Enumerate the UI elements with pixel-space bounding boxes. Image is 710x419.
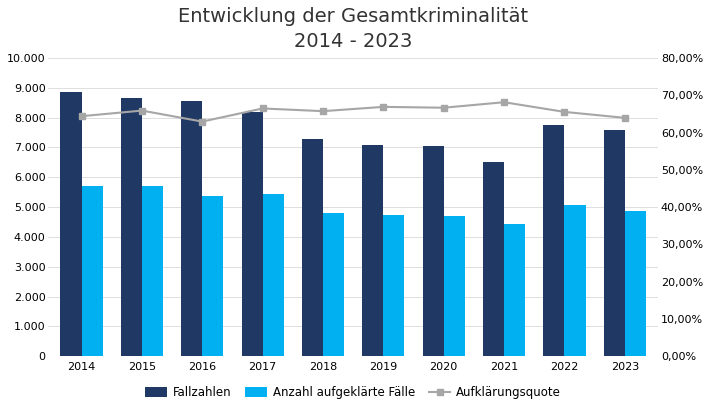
Bar [362,145,383,356]
Line: Aufklärungsquote: Aufklärungsquote [79,99,628,124]
Bar [302,139,323,356]
Title: Entwicklung der Gesamtkriminalität
2014 - 2023: Entwicklung der Gesamtkriminalität 2014 … [178,7,528,51]
Bar [543,125,564,356]
Legend: Fallzahlen, Anzahl aufgeklärte Fälle, Aufklärungsquote: Fallzahlen, Anzahl aufgeklärte Fälle, Au… [141,381,566,404]
Aufklärungsquote [77,114,86,119]
Bar [121,98,142,356]
Bar [564,205,586,356]
Bar [82,186,103,356]
Bar [504,224,525,356]
Aufklärungsquote [258,106,267,111]
Aufklärungsquote [319,109,327,114]
Bar [181,101,202,356]
Aufklärungsquote [560,109,569,114]
Bar [241,112,263,356]
Aufklärungsquote [439,105,448,110]
Bar [383,215,405,356]
Bar [323,213,344,356]
Bar [202,196,224,356]
Bar [444,216,465,356]
Aufklärungsquote [138,108,146,113]
Bar [625,211,646,356]
Bar [604,129,625,356]
Aufklärungsquote [500,100,508,105]
Aufklärungsquote [198,119,207,124]
Bar [142,186,163,356]
Aufklärungsquote [621,115,629,120]
Bar [60,92,82,356]
Bar [263,194,284,356]
Bar [483,163,504,356]
Aufklärungsquote [379,104,388,109]
Bar [422,146,444,356]
